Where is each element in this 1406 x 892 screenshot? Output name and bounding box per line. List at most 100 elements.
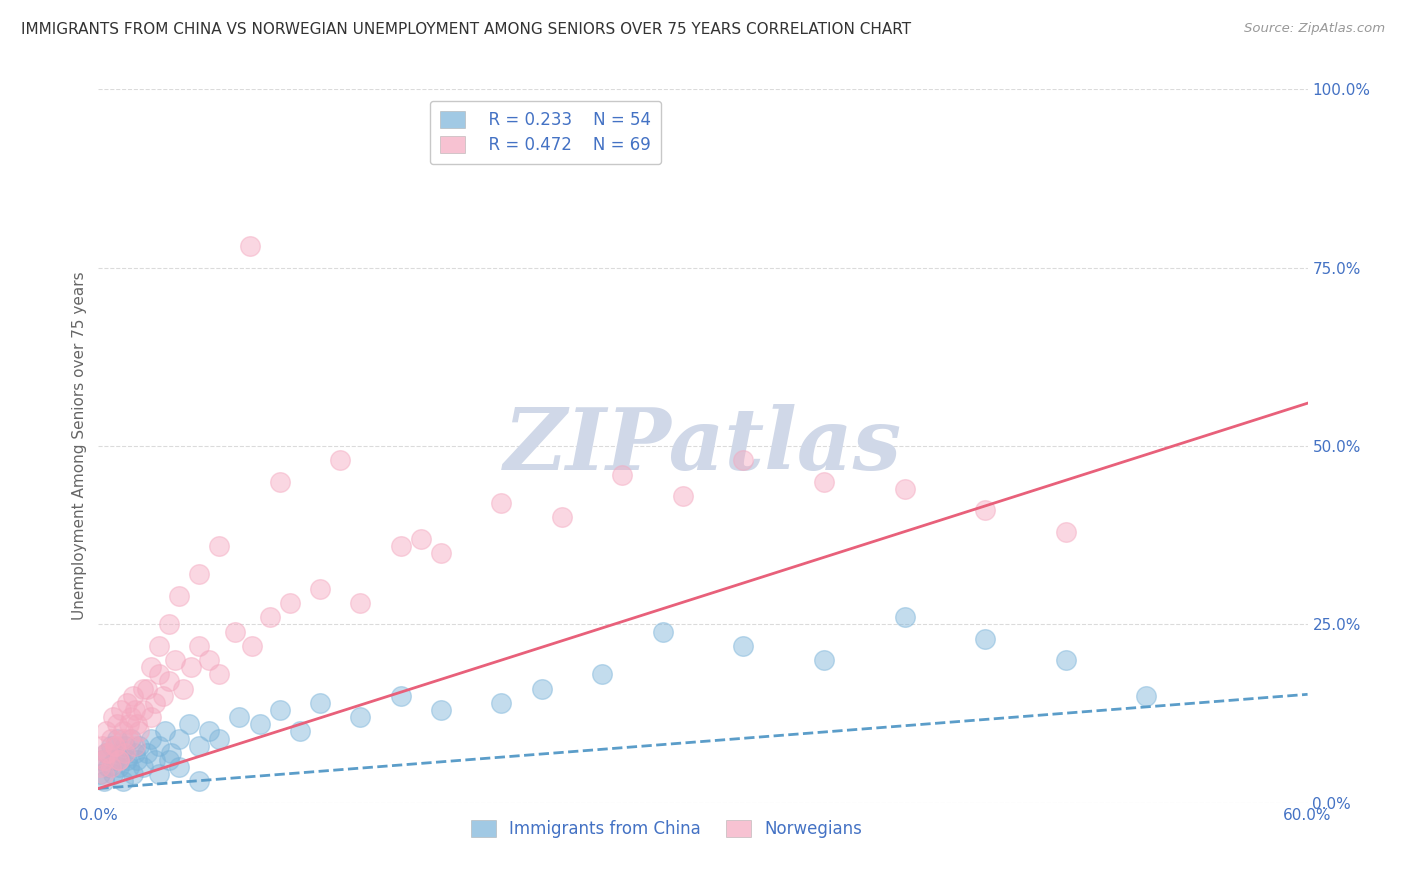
Point — [329, 453, 352, 467]
Point — [349, 710, 371, 724]
Point — [132, 760, 155, 774]
Point — [163, 653, 186, 667]
Point — [132, 681, 155, 696]
Point — [121, 689, 143, 703]
Point — [198, 724, 221, 739]
Point — [105, 717, 128, 731]
Point — [167, 731, 190, 746]
Point — [100, 739, 122, 753]
Point — [89, 767, 111, 781]
Point — [124, 703, 146, 717]
Point — [139, 660, 162, 674]
Legend: Immigrants from China, Norwegians: Immigrants from China, Norwegians — [464, 813, 869, 845]
Point — [389, 689, 412, 703]
Point — [188, 774, 211, 789]
Point — [120, 710, 142, 724]
Text: Source: ZipAtlas.com: Source: ZipAtlas.com — [1244, 22, 1385, 36]
Point — [153, 724, 176, 739]
Point — [188, 739, 211, 753]
Point — [111, 731, 134, 746]
Point — [224, 624, 246, 639]
Point — [551, 510, 574, 524]
Point — [188, 567, 211, 582]
Point — [101, 710, 124, 724]
Point — [124, 746, 146, 760]
Point — [389, 539, 412, 553]
Point — [143, 753, 166, 767]
Point — [135, 681, 157, 696]
Point — [96, 746, 118, 760]
Point — [1054, 653, 1077, 667]
Point — [893, 610, 915, 624]
Point — [107, 753, 129, 767]
Point — [409, 532, 432, 546]
Point — [91, 753, 114, 767]
Point — [228, 710, 250, 724]
Point — [93, 753, 115, 767]
Point — [114, 746, 136, 760]
Point — [160, 746, 183, 760]
Point — [672, 489, 695, 503]
Point — [143, 696, 166, 710]
Point — [208, 539, 231, 553]
Point — [612, 467, 634, 482]
Point — [157, 753, 180, 767]
Point — [893, 482, 915, 496]
Point — [91, 739, 114, 753]
Point — [103, 739, 125, 753]
Point — [101, 767, 124, 781]
Point — [309, 582, 332, 596]
Point — [157, 617, 180, 632]
Point — [125, 717, 148, 731]
Text: ZIPatlas: ZIPatlas — [503, 404, 903, 488]
Point — [651, 624, 673, 639]
Point — [111, 724, 134, 739]
Point — [139, 731, 162, 746]
Point — [148, 667, 170, 681]
Point — [179, 717, 201, 731]
Point — [118, 731, 141, 746]
Point — [96, 746, 118, 760]
Point — [107, 760, 129, 774]
Point — [96, 724, 118, 739]
Point — [167, 589, 190, 603]
Point — [974, 503, 997, 517]
Point — [97, 760, 120, 774]
Point — [100, 760, 122, 774]
Point — [115, 696, 138, 710]
Point — [288, 724, 311, 739]
Point — [269, 703, 291, 717]
Point — [114, 739, 136, 753]
Point — [152, 689, 174, 703]
Point — [239, 239, 262, 253]
Point — [974, 632, 997, 646]
Point — [208, 667, 231, 681]
Point — [813, 475, 835, 489]
Point — [128, 739, 150, 753]
Point — [128, 724, 150, 739]
Point — [430, 546, 453, 560]
Point — [93, 774, 115, 789]
Point — [124, 739, 146, 753]
Point — [111, 774, 134, 789]
Point — [157, 674, 180, 689]
Point — [118, 717, 141, 731]
Point — [115, 753, 138, 767]
Point — [813, 653, 835, 667]
Point — [89, 760, 111, 774]
Point — [97, 746, 120, 760]
Point — [167, 760, 190, 774]
Point — [240, 639, 263, 653]
Point — [530, 681, 553, 696]
Point — [100, 731, 122, 746]
Point — [121, 767, 143, 781]
Point — [1054, 524, 1077, 539]
Point — [491, 696, 513, 710]
Point — [188, 639, 211, 653]
Point — [269, 475, 291, 489]
Point — [132, 703, 155, 717]
Point — [733, 453, 755, 467]
Point — [249, 717, 271, 731]
Point — [208, 731, 231, 746]
Point — [491, 496, 513, 510]
